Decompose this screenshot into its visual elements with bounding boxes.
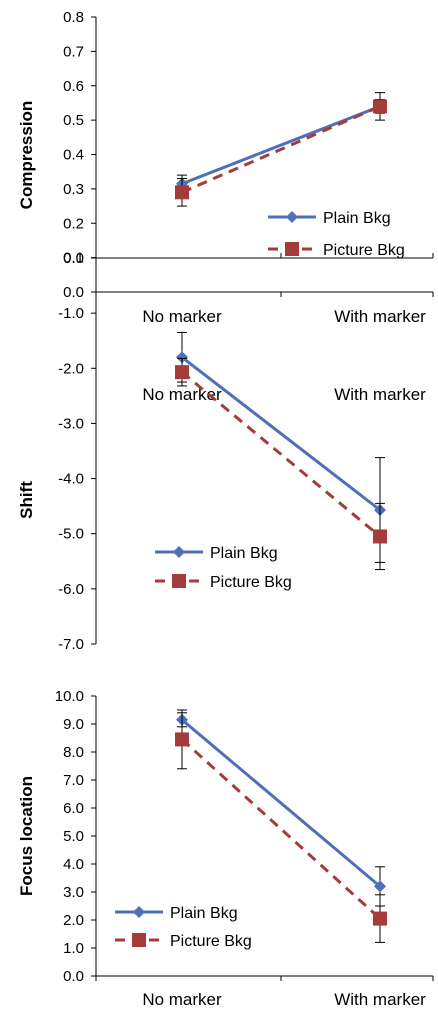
data-point-picture-bkg — [175, 185, 189, 200]
y-tick-label: 0.3 — [63, 181, 84, 198]
x-category-label: With marker — [334, 385, 426, 404]
x-category-label: No marker — [142, 307, 222, 326]
legend-label: Picture Bkg — [323, 242, 405, 259]
y-tick-label: 7.0 — [63, 772, 84, 789]
y-tick-label: 0.2 — [63, 215, 84, 232]
legend-label: Plain Bkg — [323, 210, 391, 227]
y-tick-label: 0.0 — [63, 250, 84, 267]
y-tick-label: -2.0 — [58, 360, 84, 377]
data-point-picture-bkg — [373, 529, 387, 544]
y-tick-label: -4.0 — [58, 471, 84, 488]
y-tick-label: -1.0 — [58, 305, 84, 322]
y-tick-label: 5.0 — [63, 828, 84, 845]
legend-marker — [285, 242, 299, 256]
series-line-plain-bkg — [181, 356, 381, 512]
legend-marker — [286, 211, 298, 223]
y-tick-label: -6.0 — [58, 581, 84, 598]
y-tick-label: 0.5 — [63, 112, 84, 129]
legend-label: Plain Bkg — [170, 905, 238, 922]
legend-marker — [132, 933, 146, 947]
data-point-picture-bkg — [175, 365, 189, 380]
y-tick-label: -7.0 — [58, 636, 84, 653]
legend-marker — [173, 546, 185, 558]
y-tick-label: 1.0 — [63, 940, 84, 957]
y-tick-label: 4.0 — [63, 856, 84, 873]
y-tick-label: 0.1 — [63, 250, 84, 267]
legend-label: Plain Bkg — [210, 545, 278, 562]
y-tick-label: 10.0 — [55, 688, 84, 705]
x-category-label: With marker — [334, 307, 426, 326]
y-tick-label: -3.0 — [58, 415, 84, 432]
series-line-plain-bkg — [181, 718, 381, 888]
series-line-picture-bkg — [181, 104, 381, 194]
series-line-picture-bkg — [181, 370, 381, 538]
legend-marker — [133, 906, 145, 918]
data-point-picture-bkg — [175, 732, 189, 747]
x-category-label: With marker — [334, 990, 426, 1009]
y-axis-title: Compression — [17, 101, 36, 210]
legend-label: Picture Bkg — [170, 933, 252, 950]
data-point-plain-bkg — [374, 880, 386, 893]
y-tick-label: 0.8 — [63, 9, 84, 26]
y-tick-label: 0.4 — [63, 147, 84, 164]
y-tick-label: 0.0 — [63, 968, 84, 985]
y-tick-label: 6.0 — [63, 800, 84, 817]
y-tick-label: 0.7 — [63, 43, 84, 60]
y-axis-title: Shift — [17, 481, 36, 519]
y-tick-label: -5.0 — [58, 526, 84, 543]
legend-marker — [172, 574, 186, 588]
y-tick-label: 9.0 — [63, 716, 84, 733]
y-tick-label: 0.6 — [63, 78, 84, 95]
y-tick-label: 2.0 — [63, 912, 84, 929]
series-line-picture-bkg — [180, 738, 382, 920]
data-point-picture-bkg — [373, 911, 387, 926]
x-category-label: No marker — [142, 990, 222, 1009]
y-tick-label: 0.0 — [63, 284, 84, 301]
series-line-plain-bkg — [181, 104, 381, 186]
legend-label: Picture Bkg — [210, 574, 292, 591]
y-tick-label: 3.0 — [63, 884, 84, 901]
data-point-plain-bkg — [176, 351, 188, 364]
y-axis-title: Focus location — [17, 776, 36, 896]
y-tick-label: 8.0 — [63, 744, 84, 761]
data-point-picture-bkg — [373, 99, 387, 114]
